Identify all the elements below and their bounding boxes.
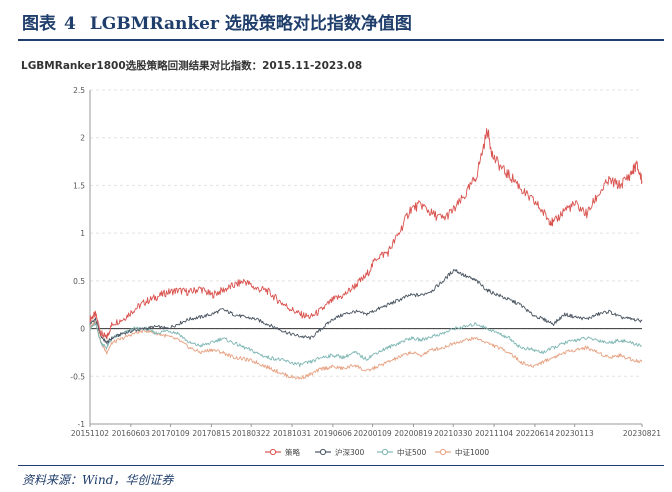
chart-legend: 策略 沪深300 中证500 中证1000 <box>265 447 489 457</box>
x-tick-label: 20170815 <box>192 429 230 438</box>
y-tick-label: 0.5 <box>73 277 85 286</box>
y-tick-label: 1.5 <box>73 181 85 190</box>
x-tick-label: 20230113 <box>556 429 594 438</box>
chart-grid <box>90 89 642 425</box>
figure-title: 图表 4 LGBMRanker 选股策略对比指数净值图 <box>22 9 412 34</box>
x-tick-label: 20151102 <box>71 429 109 438</box>
x-tick-label: 20180322 <box>232 429 270 438</box>
legend-marker-zz500 <box>381 448 389 456</box>
x-tick-label: 20210330 <box>434 429 472 438</box>
y-tick-label: 1 <box>80 229 85 238</box>
series-line-hs300 <box>89 269 643 345</box>
legend-label-zz1000: 中证1000 <box>455 447 489 457</box>
figure-label: 图表 <box>22 14 56 34</box>
x-tick-label: 20200819 <box>394 429 432 438</box>
series-line-zz500 <box>89 322 643 368</box>
x-tick-label: 20181031 <box>273 429 311 438</box>
figure-number: 4 <box>64 14 76 34</box>
legend-label-hs300: 沪深300 <box>335 447 365 457</box>
chart-series <box>89 127 643 380</box>
source-rule <box>18 465 664 466</box>
figure-title-text: LGBMRanker 选股策略对比指数净值图 <box>89 14 412 34</box>
legend-marker-strategy <box>269 448 277 456</box>
x-tick-label: 20230821 <box>623 429 661 438</box>
y-tick-label: 2 <box>80 134 85 143</box>
series-line-zz1000 <box>89 321 643 380</box>
source-note: 资料来源：Wind，华创证券 <box>22 473 174 487</box>
x-tick-label: 20211104 <box>475 429 513 438</box>
legend-marker-hs300 <box>319 448 327 456</box>
chart-title: LGBMRanker1800选股策略回测结果对比指数：2015.11-2023.… <box>21 60 363 72</box>
y-tick-label: -0.5 <box>70 372 85 381</box>
x-tick-label: 20160603 <box>112 429 150 438</box>
y-axis: -1 -0.5 0 0.5 1 1.5 2 2.5 <box>70 86 91 429</box>
y-tick-label: 2.5 <box>73 86 85 95</box>
legend-label-strategy: 策略 <box>285 447 300 457</box>
title-rule <box>18 39 664 41</box>
legend-label-zz500: 中证500 <box>397 447 427 457</box>
x-tick-label: 20220614 <box>516 429 554 438</box>
y-tick-label: -1 <box>78 420 86 429</box>
x-tick-label: 20200109 <box>354 429 392 438</box>
legend-marker-zz1000 <box>439 448 447 456</box>
x-axis: 20151102 20160603 20170109 20170815 20180322… <box>71 423 661 438</box>
x-tick-label: 20190606 <box>314 429 352 438</box>
series-line-strategy <box>89 127 643 340</box>
y-tick-label: 0 <box>80 325 85 334</box>
x-tick-label: 20170109 <box>151 429 189 438</box>
